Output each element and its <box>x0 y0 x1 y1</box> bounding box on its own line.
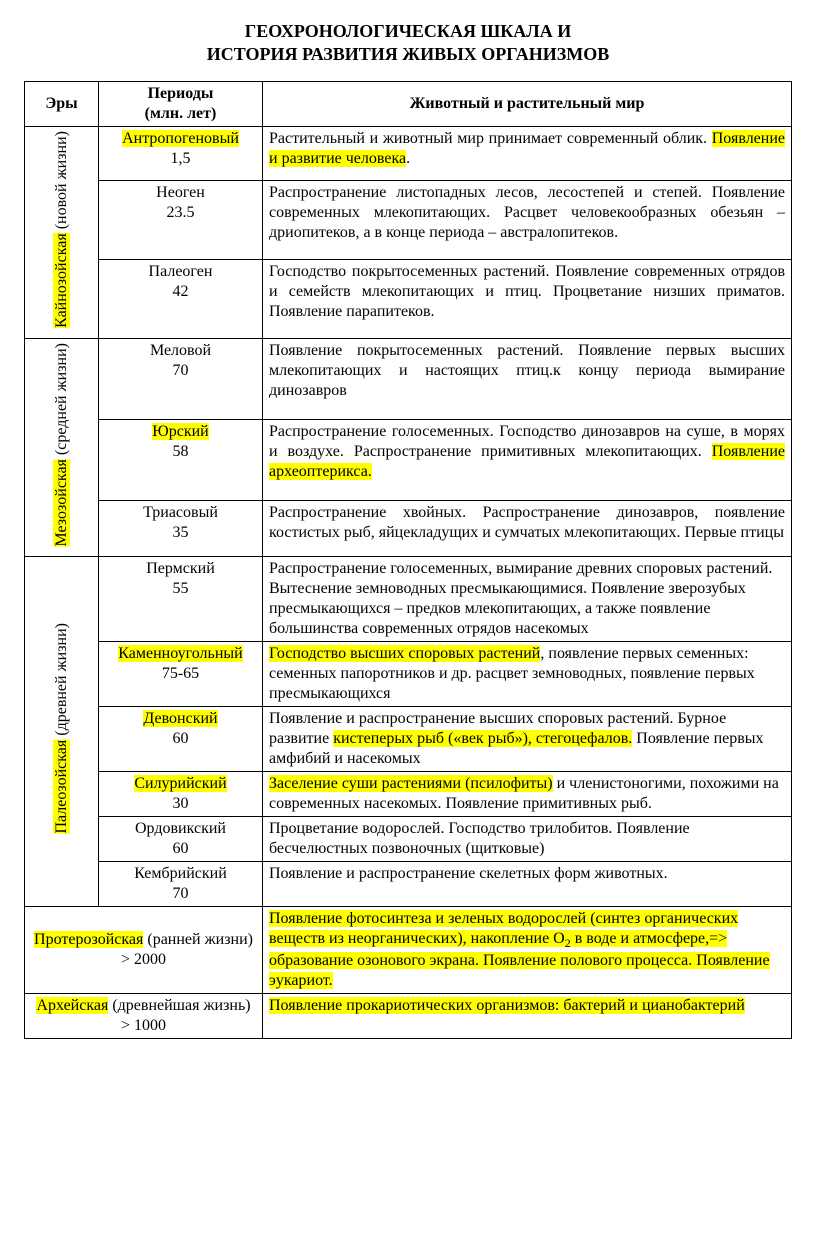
period-name: Каменноугольный <box>118 645 242 662</box>
era-cell-mesozoic: Мезозойская (средней жизни) <box>25 338 99 557</box>
desc-text: Распространение голосеменных. Господство… <box>269 423 785 460</box>
period-name: Девонский <box>143 710 217 727</box>
desc-cell: Появление прокариотических организмов: б… <box>263 994 792 1039</box>
desc-cell: Распространение хвойных. Распространение… <box>263 500 792 556</box>
desc-highlight: Появление прокариотических организмов: б… <box>269 997 745 1014</box>
era-sub-cenozoic: (новой жизни) <box>53 131 70 233</box>
page-title: ГЕОХРОНОЛОГИЧЕСКАЯ ШКАЛА И ИСТОРИЯ РАЗВИ… <box>24 20 792 67</box>
period-cell: Каменноугольный 75-65 <box>99 642 263 707</box>
period-age: 55 <box>173 580 189 597</box>
period-cell: Кембрийский 70 <box>99 862 263 907</box>
desc-cell: Процветание водорослей. Господство трило… <box>263 817 792 862</box>
title-line-1: ГЕОХРОНОЛОГИЧЕСКАЯ ШКАЛА И <box>245 21 571 41</box>
desc-cell: Господство высших споровых растений, поя… <box>263 642 792 707</box>
era-label-paleozoic: Палеозойская (древней жизни) <box>52 623 72 834</box>
era-cell-archean: Архейская (древнейшая жизнь) > 1000 <box>25 994 263 1039</box>
period-age: 75-65 <box>162 665 199 682</box>
period-cell: Силурийский 30 <box>99 772 263 817</box>
desc-cell: Растительный и животный мир принимает со… <box>263 126 792 180</box>
period-age: 35 <box>173 524 189 541</box>
period-cell: Пермский 55 <box>99 557 263 642</box>
header-period-l2: (млн. лет) <box>145 105 217 122</box>
period-name: Неоген <box>156 184 205 201</box>
period-cell: Ордовикский 60 <box>99 817 263 862</box>
period-name: Меловой <box>150 342 211 359</box>
period-age: 30 <box>173 795 189 812</box>
period-name: Пермский <box>146 560 215 577</box>
header-period-l1: Периоды <box>148 85 214 102</box>
era-rest-archean: (древнейшая жизнь) > 1000 <box>108 997 250 1034</box>
period-name: Ордовикский <box>135 820 226 837</box>
era-cell-cenozoic: Кайнозойская (новой жизни) <box>25 126 99 338</box>
header-era: Эры <box>25 81 99 126</box>
era-label-cenozoic: Кайнозойская (новой жизни) <box>52 131 72 328</box>
table-row: Кайнозойская (новой жизни) Антропогеновы… <box>25 126 792 180</box>
period-name: Кембрийский <box>134 865 227 882</box>
table-row: Ордовикский 60 Процветание водорослей. Г… <box>25 817 792 862</box>
period-name: Палеоген <box>149 263 213 280</box>
desc-cell: Распространение голосеменных, вымирание … <box>263 557 792 642</box>
period-name: Триасовый <box>143 504 218 521</box>
table-row: Силурийский 30 Заселение суши растениями… <box>25 772 792 817</box>
header-world: Животный и растительный мир <box>263 81 792 126</box>
era-name-archean: Архейская <box>36 997 108 1014</box>
period-cell: Палеоген 42 <box>99 259 263 338</box>
table-row: Неоген 23.5 Распространение листопадных … <box>25 181 792 260</box>
period-age: 1,5 <box>171 150 191 167</box>
desc-cell: Появление и распространение скелетных фо… <box>263 862 792 907</box>
period-cell: Неоген 23.5 <box>99 181 263 260</box>
desc-text: . <box>406 150 410 167</box>
period-cell: Меловой 70 <box>99 338 263 419</box>
table-header-row: Эры Периоды (млн. лет) Животный и растит… <box>25 81 792 126</box>
era-cell-proterozoic: Протерозойская (ранней жизни) > 2000 <box>25 907 263 994</box>
table-row: Палеоген 42 Господство покрытосеменных р… <box>25 259 792 338</box>
period-age: 42 <box>173 283 189 300</box>
table-row: Мезозойская (средней жизни) Меловой 70 П… <box>25 338 792 419</box>
period-age: 70 <box>173 362 189 379</box>
table-row: Кембрийский 70 Появление и распространен… <box>25 862 792 907</box>
era-name-proterozoic: Протерозойская <box>34 931 143 948</box>
period-cell: Триасовый 35 <box>99 500 263 556</box>
desc-highlight: Появление фотосинтеза и зеленых водоросл… <box>269 910 770 989</box>
desc-cell: Господство покрытосеменных растений. Поя… <box>263 259 792 338</box>
desc-cell: Распространение листопадных лесов, лесос… <box>263 181 792 260</box>
table-row: Архейская (древнейшая жизнь) > 1000 Появ… <box>25 994 792 1039</box>
period-age: 23.5 <box>167 204 195 221</box>
desc-text: Растительный и животный мир принимает со… <box>269 130 712 147</box>
table-row: Каменноугольный 75-65 Господство высших … <box>25 642 792 707</box>
era-name-cenozoic: Кайнозойская <box>53 233 70 328</box>
table-row: Триасовый 35 Распространение хвойных. Ра… <box>25 500 792 556</box>
period-age: 60 <box>173 730 189 747</box>
period-name: Силурийский <box>134 775 226 792</box>
table-row: Юрский 58 Распространение голосеменных. … <box>25 419 792 500</box>
desc-cell: Появление фотосинтеза и зеленых водоросл… <box>263 907 792 994</box>
period-age: 60 <box>173 840 189 857</box>
desc-highlight: Заселение суши растениями (псилофиты) <box>269 775 553 792</box>
header-period: Периоды (млн. лет) <box>99 81 263 126</box>
era-label-mesozoic: Мезозойская (средней жизни) <box>52 343 72 547</box>
period-cell: Девонский 60 <box>99 707 263 772</box>
table-row: Девонский 60 Появление и распространение… <box>25 707 792 772</box>
desc-highlight: кистеперых рыб («век рыб»), стегоцефалов… <box>333 730 632 747</box>
period-age: 70 <box>173 885 189 902</box>
desc-cell: Появление и распространение высших споро… <box>263 707 792 772</box>
era-name-paleozoic: Палеозойская <box>53 740 70 834</box>
period-cell: Юрский 58 <box>99 419 263 500</box>
desc-cell: Появление покрытосеменных растений. Появ… <box>263 338 792 419</box>
desc-cell: Распространение голосеменных. Господство… <box>263 419 792 500</box>
period-cell: Антропогеновый 1,5 <box>99 126 263 180</box>
era-cell-paleozoic: Палеозойская (древней жизни) <box>25 557 99 907</box>
table-row: Палеозойская (древней жизни) Пермский 55… <box>25 557 792 642</box>
period-age: 58 <box>173 443 189 460</box>
era-name-mesozoic: Мезозойская <box>53 459 70 546</box>
desc-highlight: Господство высших споровых растений <box>269 645 540 662</box>
period-name: Юрский <box>152 423 208 440</box>
table-row: Протерозойская (ранней жизни) > 2000 Поя… <box>25 907 792 994</box>
title-line-2: ИСТОРИЯ РАЗВИТИЯ ЖИВЫХ ОРГАНИЗМОВ <box>207 44 610 64</box>
era-sub-paleozoic: (древней жизни) <box>53 623 70 740</box>
era-sub-mesozoic: (средней жизни) <box>53 343 70 459</box>
period-name: Антропогеновый <box>122 130 239 147</box>
geochron-table: Эры Периоды (млн. лет) Животный и растит… <box>24 81 792 1040</box>
desc-cell: Заселение суши растениями (псилофиты) и … <box>263 772 792 817</box>
